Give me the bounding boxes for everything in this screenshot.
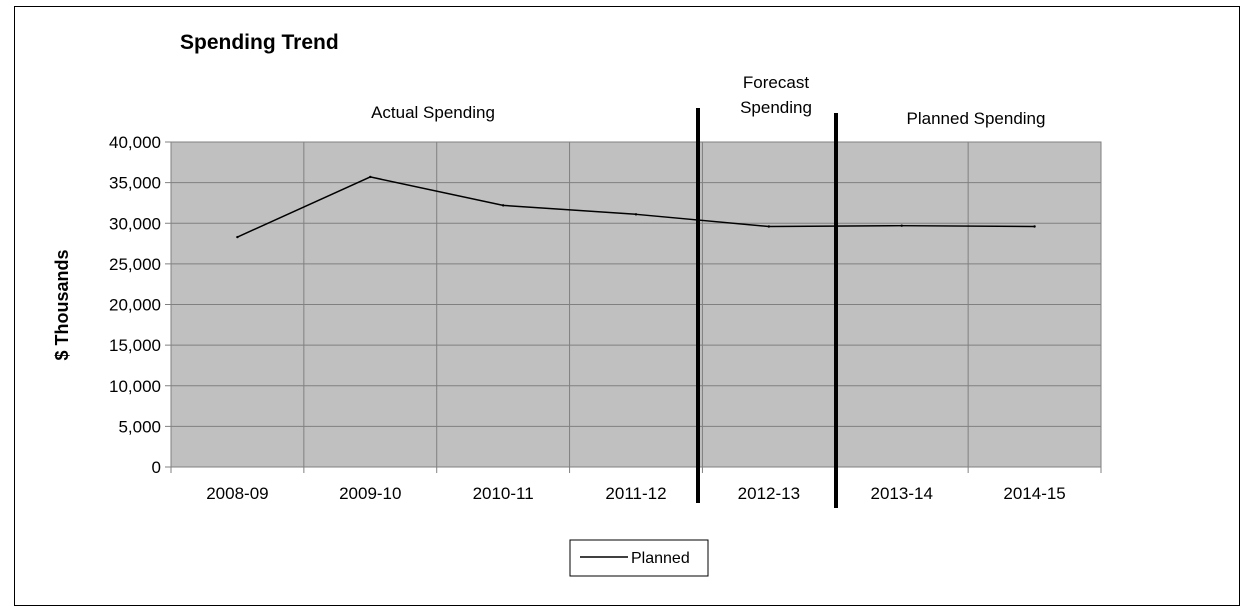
data-point [236, 235, 239, 239]
y-tick-label: 40,000 [109, 133, 161, 152]
chart-title: Spending Trend [180, 31, 339, 54]
y-tick-label: 35,000 [109, 174, 161, 193]
data-point [369, 175, 372, 179]
annotation-planned-spending: Planned Spending [907, 109, 1046, 128]
y-tick-label: 25,000 [109, 255, 161, 274]
annotation-forecast-line1: Forecast [743, 73, 809, 92]
y-tick-labels: 0 5,000 10,000 15,000 20,000 25,000 30,000 35,0… [109, 133, 161, 477]
x-tick-label: 2011-12 [605, 484, 666, 503]
x-tick-labels: 2008-09 2009-10 2010-11 2011-12 2012-13 2013-… [206, 484, 1066, 503]
legend: Planned [569, 539, 709, 577]
data-point [767, 225, 771, 228]
spending-trend-chart: Spending Trend $ Thousands 0 5,000 10,000 1… [52, 31, 1102, 577]
y-tick-label: 20,000 [109, 296, 161, 315]
x-tick-label: 2008-09 [206, 484, 268, 503]
legend-box [569, 539, 709, 577]
data-point [1033, 225, 1036, 228]
y-axis-label: $ Thousands [52, 249, 72, 360]
gridlines [171, 141, 1101, 467]
y-tick-label: 10,000 [109, 377, 161, 396]
annotation-forecast-line2: Spending [740, 98, 812, 117]
x-tick-label: 2010-11 [473, 484, 534, 503]
legend-label-planned: Planned [631, 550, 690, 567]
data-point [634, 213, 638, 216]
x-tick-label: 2014-15 [1003, 484, 1065, 503]
data-point [501, 204, 505, 207]
y-tick-label: 15,000 [109, 336, 161, 355]
y-tick-label: 5,000 [118, 417, 161, 436]
x-tick-label: 2012-13 [738, 484, 800, 503]
y-tick-label: 0 [152, 458, 161, 477]
data-point [900, 224, 903, 227]
x-tick-label: 2013-14 [871, 484, 933, 503]
annotation-actual-spending: Actual Spending [371, 103, 495, 122]
series-lines [236, 175, 1036, 239]
y-tick-label: 30,000 [109, 214, 161, 233]
x-tick-label: 2009-10 [339, 484, 401, 503]
